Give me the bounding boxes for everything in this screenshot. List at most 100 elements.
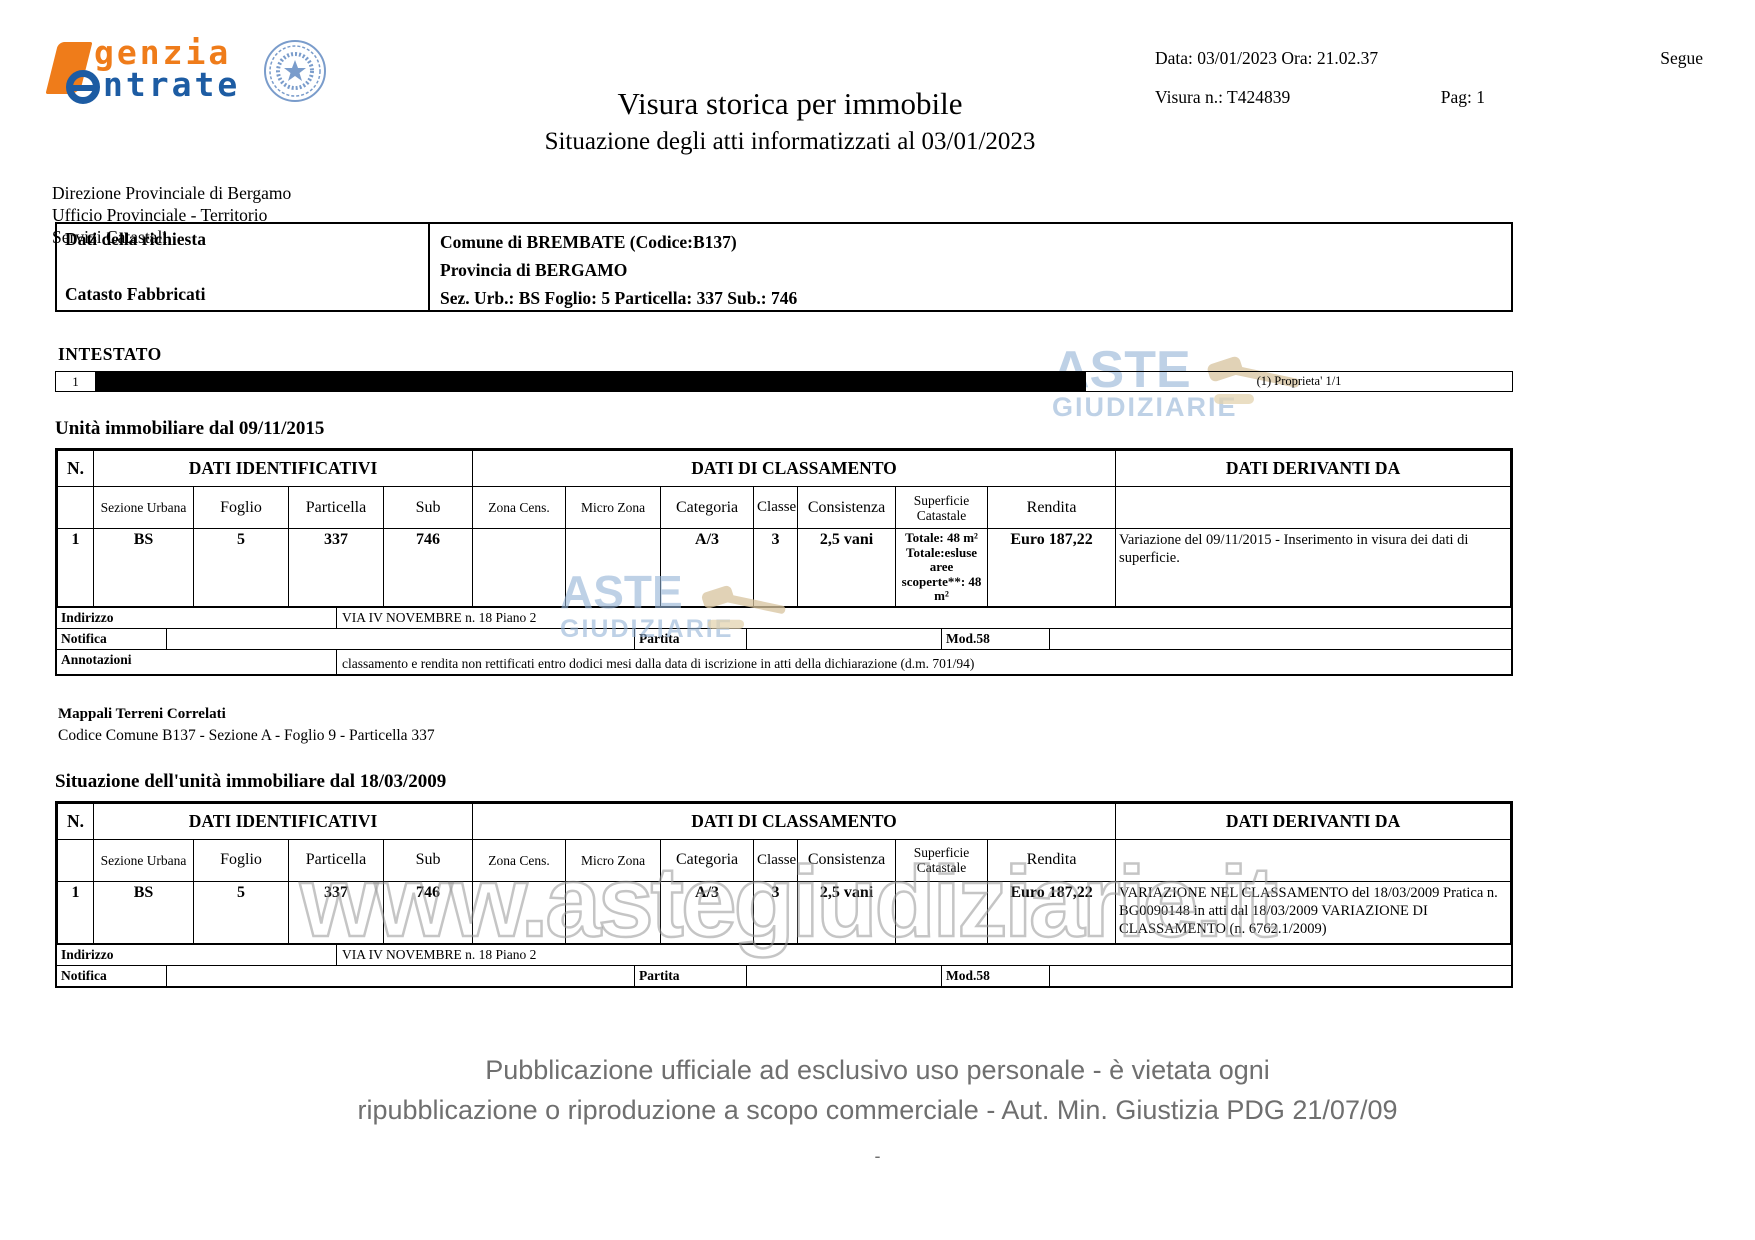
header-dati-identificativi: DATI IDENTIFICATIVI [92,802,474,840]
cell-superficie [895,880,989,944]
cell-superficie: Totale: 48 m² Totale:esluse aree scopert… [895,528,989,607]
cell-zona [472,880,567,944]
header-empty-derivanti [1115,486,1511,529]
cell-consistenza: 2,5 vani [797,880,897,944]
notifica-label: Notifica [57,965,167,986]
partita-label: Partita [635,965,747,986]
footer-line: Pubblicazione ufficiale ad esclusivo uso… [485,1054,1270,1085]
indirizzo-label: Indirizzo [57,607,337,628]
header-foglio: Foglio [193,486,289,529]
cell-rendita: Euro 187,22 [987,528,1117,607]
notifica-empty [167,965,635,986]
cell-micro [565,880,662,944]
request-comune: Comune di BREMBATE (Codice:B137) [440,232,737,252]
section1-heading: Unità immobiliare dal 09/11/2015 [55,418,325,439]
request-label-top: Dati della richiesta [65,229,206,249]
annotazioni-value: classamento e rendita non rettificati en… [342,655,975,671]
header-rendita: Rendita [987,486,1117,529]
cell-rendita: Euro 187,22 [987,880,1117,944]
cell-zona [472,528,567,607]
meta-date: Data: 03/01/2023 Ora: 21.02.37 [1155,48,1379,68]
indirizzo-row: Indirizzo VIA IV NOVEMBRE n. 18 Piano 2 [57,943,1511,965]
cell-derivanti: Variazione del 09/11/2015 - Inserimento … [1115,528,1511,607]
header-foglio: Foglio [193,838,289,882]
header-sub: Sub [382,486,474,529]
gavel-watermark-icon-2 [701,585,786,629]
header-dati-classamento: DATI DI CLASSAMENTO [472,802,1117,840]
meta-visura-number: Visura n.: T424839 [1155,87,1291,107]
mod58-label: Mod.58 [942,628,1050,649]
cell-micro [565,528,662,607]
header-empty [57,838,94,882]
cell-categoria: A/3 [660,880,755,944]
intestato-row: 1 (1) Proprieta' 1/1 [55,371,1513,392]
meta-segue: Segue [1660,48,1703,68]
cell-particella: 337 [288,528,384,607]
page-title: Visura storica per immobile [617,86,963,121]
mappali-line: Codice Comune B137 - Sezione A - Foglio … [58,726,435,744]
document-meta: Data: 03/01/2023 Ora: 21.02.37 Segue Vis… [1155,48,1703,126]
header-sezione-urbana: Sezione Urbana [93,838,194,882]
header-particella: Particella [288,838,384,882]
mod58-empty [1050,966,1511,986]
cell-consistenza: 2,5 vani [797,528,897,607]
office-line: Servizi Catastali [52,227,168,247]
cell-particella: 337 [288,880,384,944]
header-dati-identificativi: DATI IDENTIFICATIVI [92,450,474,487]
notifica-empty [167,628,635,649]
notifica-label: Notifica [57,628,167,649]
header-sub: Sub [382,838,474,882]
logo-e-icon [66,70,100,104]
header-consistenza: Consistenza [797,838,897,882]
header-zona-cens: Zona Cens. [472,838,567,882]
header-particella: Particella [288,486,384,529]
intestato-row-number: 1 [56,372,96,391]
header-categoria: Categoria [660,838,755,882]
cadastral-table-2: N. DATI IDENTIFICATIVI DATI DI CLASSAMEN… [55,800,1513,988]
indirizzo-value: VIA IV NOVEMBRE n. 18 Piano 2 [342,946,537,962]
cell-sub: 746 [382,528,474,607]
mod58-empty [1050,629,1511,649]
indirizzo-label: Indirizzo [57,944,337,965]
header-classe: Classe [753,838,799,882]
header-superficie: Superficie Catastale [895,838,989,882]
cell-n: 1 [57,880,94,944]
cell-foglio: 5 [193,880,289,944]
cell-foglio: 5 [193,528,289,607]
cell-sub: 746 [382,880,474,944]
indirizzo-value: VIA IV NOVEMBRE n. 18 Piano 2 [342,609,537,625]
header-n: N. [57,802,94,840]
mod58-label: Mod.58 [942,965,1050,986]
partita-label: Partita [635,628,747,649]
header-empty [57,486,94,529]
header-n: N. [57,450,94,487]
intestato-heading: INTESTATO [58,344,162,364]
header-micro-zona: Micro Zona [565,838,662,882]
notifica-row: Notifica Partita Mod.58 [57,964,1511,986]
footer-dash: - [874,1145,881,1166]
header-rendita: Rendita [987,838,1117,882]
meta-page-number: Pag: 1 [1440,87,1485,107]
annotazioni-label: Annotazioni [57,649,337,674]
cell-classe: 3 [753,880,799,944]
header-dati-classamento: DATI DI CLASSAMENTO [472,450,1117,487]
header-superficie: Superficie Catastale [895,486,989,529]
cell-sezione: BS [93,528,194,607]
cell-derivanti: VARIAZIONE NEL CLASSAMENTO del 18/03/200… [1115,880,1511,944]
partita-empty [747,628,942,649]
request-data-box: Dati della richiesta Catasto Fabbricati … [55,222,1513,312]
table-row: 1 BS 5 337 746 A/3 3 2,5 vani Euro 187,2… [57,880,1511,944]
cell-sezione: BS [93,880,194,944]
header-zona-cens: Zona Cens. [472,486,567,529]
document-header: genzia ntrate Direzione Provinciale di B… [0,0,1755,247]
header-dati-derivanti: DATI DERIVANTI DA [1115,450,1511,487]
footer-line: ripubblicazione o riproduzione a scopo c… [357,1094,1398,1125]
agenzia-entrate-logo: genzia ntrate Direzione Provinciale di B… [45,33,326,248]
cell-classe: 3 [753,528,799,607]
footer-legal-text: Pubblicazione ufficiale ad esclusivo uso… [0,1050,1755,1176]
request-provincia: Provincia di BERGAMO [440,260,628,280]
header-sezione-urbana: Sezione Urbana [93,486,194,529]
logo-brand-top: genzia [94,33,232,72]
header-dati-derivanti: DATI DERIVANTI DA [1115,802,1511,840]
